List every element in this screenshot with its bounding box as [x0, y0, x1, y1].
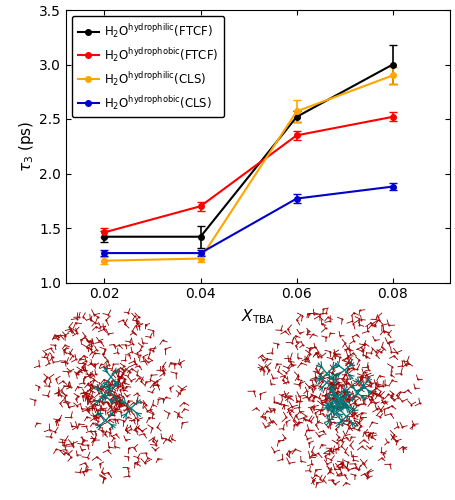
- Y-axis label: $\tau_3$ (ps): $\tau_3$ (ps): [17, 120, 36, 172]
- X-axis label: $X_{\rm TBA}$: $X_{\rm TBA}$: [241, 307, 275, 326]
- Legend: H$_2$O$^{\rm hydrophilic}$(FTCF), H$_2$O$^{\rm hydrophobic}$(FTCF), H$_2$O$^{\rm: H$_2$O$^{\rm hydrophilic}$(FTCF), H$_2$O…: [72, 16, 224, 118]
